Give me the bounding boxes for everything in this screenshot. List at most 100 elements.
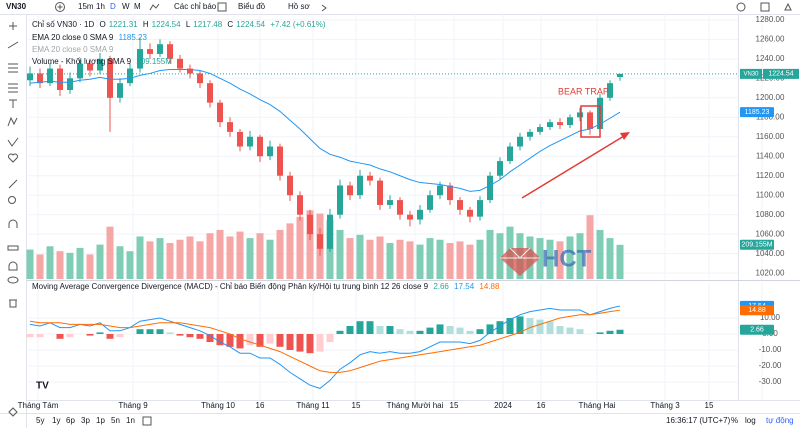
profile-menu[interactable]: Hồ sơ xyxy=(288,2,310,11)
histogram-bar xyxy=(616,329,624,334)
settings-icon[interactable] xyxy=(736,2,746,12)
volume-bar xyxy=(146,241,154,279)
fullscreen-icon[interactable] xyxy=(760,2,770,12)
range-button[interactable]: 5y xyxy=(36,416,44,425)
y-tick-label: 1020.00 xyxy=(756,268,785,277)
ohlc-label: C xyxy=(227,20,234,29)
y-tick-label: 1160.00 xyxy=(756,132,785,141)
candle-body xyxy=(387,200,393,205)
candle-body xyxy=(137,49,143,69)
volume-bar xyxy=(246,238,254,279)
candle-body xyxy=(577,112,583,118)
candle-body xyxy=(307,214,313,235)
interval[interactable]: W xyxy=(122,2,130,11)
range-button[interactable]: 6p xyxy=(66,416,75,425)
histogram-bar xyxy=(456,327,464,334)
delete-tool[interactable] xyxy=(9,299,17,308)
tv-logo: TV xyxy=(36,381,49,392)
candle-body xyxy=(197,73,203,84)
volume-bar xyxy=(296,216,304,279)
histogram-bar xyxy=(256,334,264,347)
symbol[interactable]: VN30 xyxy=(6,2,27,11)
histogram-bar xyxy=(316,334,324,352)
candle-body xyxy=(457,200,463,210)
snapshot-icon[interactable] xyxy=(784,2,792,11)
volume-bar xyxy=(276,229,284,279)
volume-bar xyxy=(536,238,544,279)
candle-body xyxy=(527,131,533,137)
pattern-tool[interactable] xyxy=(8,83,18,93)
volume-bar xyxy=(116,246,124,279)
change: +7.42 (+0.61%) xyxy=(270,20,326,29)
trend-arrow-head xyxy=(620,132,630,140)
histogram-bar xyxy=(496,321,504,334)
interval[interactable]: 15m xyxy=(78,2,94,11)
plot-area xyxy=(26,14,763,400)
watermark-text: HCT xyxy=(542,245,592,272)
histogram-bar xyxy=(116,334,124,338)
chart-menu[interactable]: Biểu đồ xyxy=(238,2,266,11)
text-tool[interactable] xyxy=(9,99,17,108)
histogram-badge xyxy=(740,324,774,335)
line-tool[interactable] xyxy=(7,41,19,49)
candle-body xyxy=(107,58,113,98)
x-tick-label: 2024 xyxy=(494,401,512,410)
hide-tool[interactable] xyxy=(7,276,19,284)
interval-active[interactable]: D xyxy=(110,2,116,11)
histogram-badge-text: 2.66 xyxy=(750,327,764,334)
ruler-tool[interactable] xyxy=(8,179,18,189)
layout-icon[interactable] xyxy=(217,2,227,12)
magnet-tool[interactable] xyxy=(8,219,18,228)
histogram-bar xyxy=(136,329,144,334)
auto-toggle[interactable]: tự động xyxy=(766,416,794,425)
range-button[interactable]: 5n xyxy=(111,416,120,425)
volume-bar xyxy=(256,233,264,279)
candle-body xyxy=(367,175,373,181)
histogram-bar xyxy=(36,334,44,338)
date-range-icon[interactable] xyxy=(142,416,152,426)
histogram-bar xyxy=(156,329,164,334)
symbol-badge-text: VN30 xyxy=(743,71,759,77)
candle-body xyxy=(557,122,563,126)
undo-icon[interactable] xyxy=(321,4,327,12)
range-button[interactable]: 1y xyxy=(52,416,60,425)
y-tick-label: 1100.00 xyxy=(756,190,785,199)
range-button[interactable]: 1p xyxy=(96,416,105,425)
range-button[interactable]: 1n xyxy=(126,416,135,425)
histogram-bar xyxy=(606,330,614,334)
interval[interactable]: M xyxy=(134,2,141,11)
chart-type-icon[interactable] xyxy=(149,3,160,11)
x-tick-label: 16 xyxy=(537,401,546,410)
histogram-bar xyxy=(26,334,34,338)
lock-tool[interactable] xyxy=(7,245,19,251)
layers-tool[interactable] xyxy=(8,407,18,417)
icons-tool[interactable] xyxy=(8,153,18,163)
volume-badge xyxy=(740,239,774,250)
percent-toggle[interactable]: % xyxy=(731,416,738,425)
volume-bar xyxy=(406,241,414,279)
forecast-tool[interactable] xyxy=(7,137,19,147)
pattern-tool[interactable] xyxy=(7,116,18,127)
lock-all-tool[interactable] xyxy=(8,261,18,271)
candle-body xyxy=(167,44,173,59)
histogram-bar xyxy=(576,329,584,334)
range-button[interactable]: 3p xyxy=(81,416,90,425)
interval[interactable]: 1h xyxy=(96,2,105,11)
fib-tool[interactable] xyxy=(8,63,18,73)
volume-bar xyxy=(306,210,314,279)
histogram-bar xyxy=(506,318,514,334)
volume-bar xyxy=(156,238,164,279)
candle-body xyxy=(157,44,163,54)
volume-bar xyxy=(386,243,394,279)
candle-body xyxy=(417,209,423,220)
watermark-logo: HCT xyxy=(500,245,592,276)
indicators-button[interactable]: Các chỉ báo xyxy=(174,2,217,11)
zoom-tool[interactable] xyxy=(8,196,16,204)
volume-bar xyxy=(126,251,134,279)
add-symbol[interactable] xyxy=(55,2,65,12)
log-toggle[interactable]: log xyxy=(745,416,756,425)
y-tick-label: -20.00 xyxy=(759,361,782,370)
legend-name: EMA 20 close 0 SMA 9 xyxy=(32,45,114,54)
crosshair-tool[interactable] xyxy=(9,22,17,30)
volume-bar xyxy=(496,233,504,279)
